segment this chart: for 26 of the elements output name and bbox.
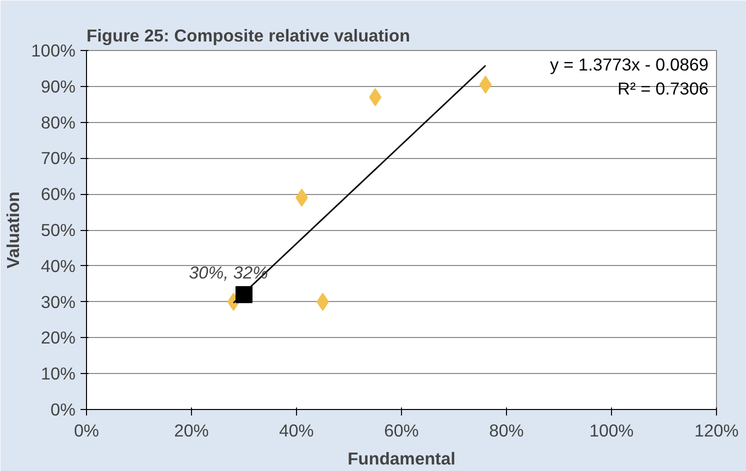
x-tick-label: 100%	[589, 420, 634, 440]
y-tick-label: 10%	[40, 364, 76, 384]
annotation: 30%, 32%	[189, 262, 268, 283]
y-tick-label: 70%	[40, 148, 76, 168]
y-tick-label: 20%	[40, 328, 76, 348]
annotation: y = 1.3773x - 0.0869	[550, 54, 709, 74]
x-tick-label: 0%	[74, 420, 100, 440]
y-tick-label: 80%	[40, 112, 76, 132]
x-tick-label: 120%	[694, 420, 739, 440]
point	[236, 286, 252, 304]
x-tick-label: 60%	[384, 420, 419, 440]
annotation: R² = 0.7306	[617, 78, 709, 98]
y-tick-label: 50%	[40, 220, 76, 240]
x-axis-title: Fundamental	[348, 448, 456, 468]
y-tick-label: 100%	[31, 40, 76, 60]
y-tick-label: 60%	[40, 184, 76, 204]
y-tick-label: 90%	[40, 76, 76, 96]
y-tick-label: 0%	[50, 400, 76, 420]
y-tick-label: 40%	[40, 256, 76, 276]
x-tick-label: 40%	[279, 420, 314, 440]
point	[479, 76, 492, 94]
y-axis-title: Valuation	[3, 191, 24, 269]
y-tick-label: 30%	[40, 292, 76, 312]
x-tick-label: 80%	[489, 420, 524, 440]
x-tick-label: 20%	[174, 420, 209, 440]
chart-title: Figure 25: Composite relative valuation	[86, 26, 410, 46]
